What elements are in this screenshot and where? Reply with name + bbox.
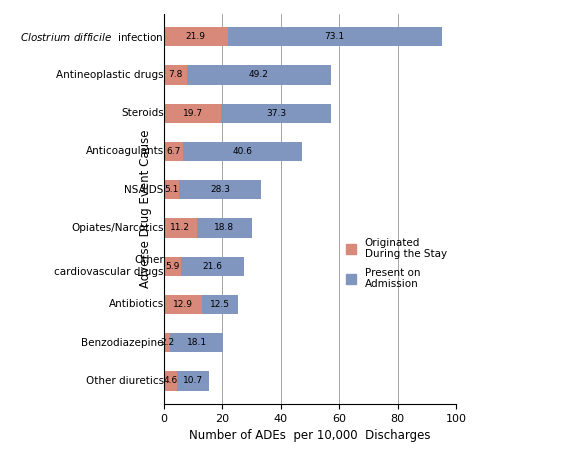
Text: Other
cardiovascular drugs: Other cardiovascular drugs (54, 255, 164, 277)
Text: 2.2: 2.2 (160, 338, 174, 347)
Bar (181, 257, 245, 276)
Text: 21.6: 21.6 (202, 262, 223, 271)
Bar (228, 27, 442, 46)
Text: 6.7: 6.7 (166, 147, 181, 156)
X-axis label: Number of ADEs  per 10,000  Discharges: Number of ADEs per 10,000 Discharges (190, 429, 431, 442)
Text: Antibiotics: Antibiotics (109, 299, 164, 309)
Bar (197, 218, 252, 238)
Text: 5.9: 5.9 (165, 262, 180, 271)
Text: 4.6: 4.6 (163, 376, 178, 386)
Text: 21.9: 21.9 (186, 32, 206, 41)
Bar (164, 27, 228, 46)
Text: 19.7: 19.7 (183, 109, 202, 118)
Text: 5.1: 5.1 (164, 185, 178, 194)
Bar (164, 218, 197, 238)
Text: 11.2: 11.2 (170, 224, 190, 232)
Y-axis label: Adverse Drug Event Cause: Adverse Drug Event Cause (139, 129, 152, 288)
Text: Steroids: Steroids (121, 108, 164, 118)
Text: 12.5: 12.5 (210, 300, 230, 309)
Text: Benzodiazepine: Benzodiazepine (81, 338, 164, 348)
Bar (164, 142, 184, 161)
Bar (177, 371, 209, 391)
Text: 12.9: 12.9 (173, 300, 192, 309)
Bar (201, 295, 238, 314)
Text: $\it{Clostrium\ difficile}$  infection: $\it{Clostrium\ difficile}$ infection (20, 31, 164, 43)
Bar (170, 333, 223, 353)
Bar (164, 371, 177, 391)
Bar (164, 65, 187, 84)
Text: 10.7: 10.7 (183, 376, 203, 386)
Bar (184, 142, 302, 161)
Bar (164, 104, 221, 123)
Text: 28.3: 28.3 (210, 185, 230, 194)
Bar (164, 295, 201, 314)
Text: Other diuretics: Other diuretics (85, 376, 164, 386)
Bar (164, 257, 181, 276)
Text: Antineoplastic drugs: Antineoplastic drugs (56, 70, 164, 80)
Bar (221, 104, 331, 123)
Bar (179, 180, 261, 199)
Text: NSAIDS: NSAIDS (125, 185, 164, 195)
Text: 40.6: 40.6 (233, 147, 253, 156)
Legend: Originated
During the Stay, Present on
Admission: Originated During the Stay, Present on A… (342, 234, 451, 293)
Bar (187, 65, 331, 84)
Text: Opiates/Narcotics: Opiates/Narcotics (71, 223, 164, 233)
Text: 18.1: 18.1 (187, 338, 207, 347)
Text: 7.8: 7.8 (168, 71, 183, 79)
Text: 37.3: 37.3 (266, 109, 286, 118)
Text: Anticoagulants: Anticoagulants (85, 146, 164, 157)
Bar (164, 180, 179, 199)
Text: 73.1: 73.1 (325, 32, 345, 41)
Text: 18.8: 18.8 (214, 224, 234, 232)
Bar (164, 333, 170, 353)
Text: 49.2: 49.2 (249, 71, 269, 79)
